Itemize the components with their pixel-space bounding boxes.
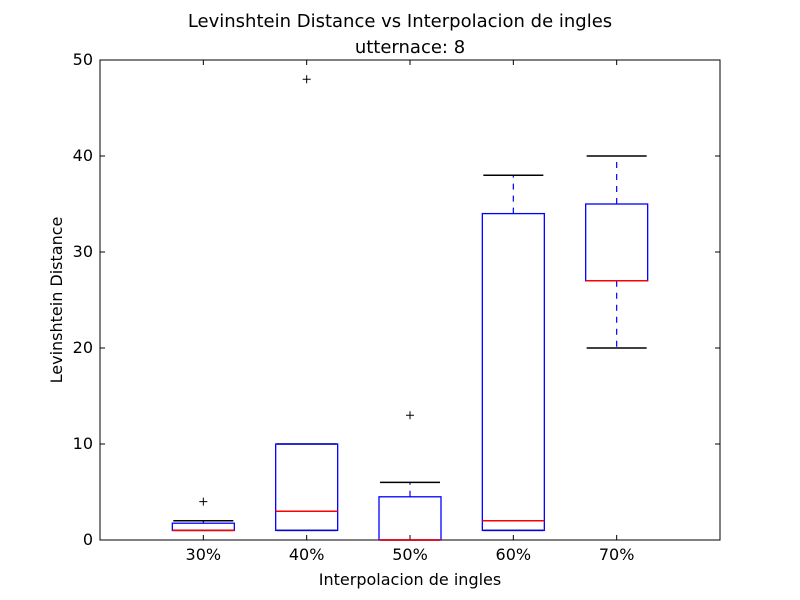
x-tick-label: 30% [186,545,222,564]
x-tick-label: 50% [392,545,428,564]
outlier-marker [302,75,311,84]
box-30pct [171,522,235,532]
x-tick-label: 40% [289,545,325,564]
chart-title: Levinshtein Distance vs Interpolacion de… [188,11,612,32]
y-tick-label: 40 [73,146,93,165]
x-axis-label: Interpolacion de ingles [319,570,501,589]
plot-frame [99,59,721,541]
y-tick-label: 0 [83,530,93,549]
chart-subtitle: utternace: 8 [355,37,465,58]
box-50pct [378,496,442,541]
x-tick-label: 60% [496,545,532,564]
x-tick-label: 70% [599,545,635,564]
plot-layer: 0 10 20 30 40 50 30% 40% 50% 60% 70% [73,50,721,564]
y-axis-label: Levinshtein Distance [47,217,66,384]
box-60pct [481,212,545,532]
outlier-marker [199,497,208,506]
outlier-marker [406,411,414,420]
y-tick-label: 30 [73,242,93,261]
y-tick-label: 10 [73,434,93,453]
box-40pct [275,443,339,532]
box-70pct [585,203,649,282]
y-tick-label: 20 [73,338,93,357]
y-tick-label: 50 [73,50,93,69]
